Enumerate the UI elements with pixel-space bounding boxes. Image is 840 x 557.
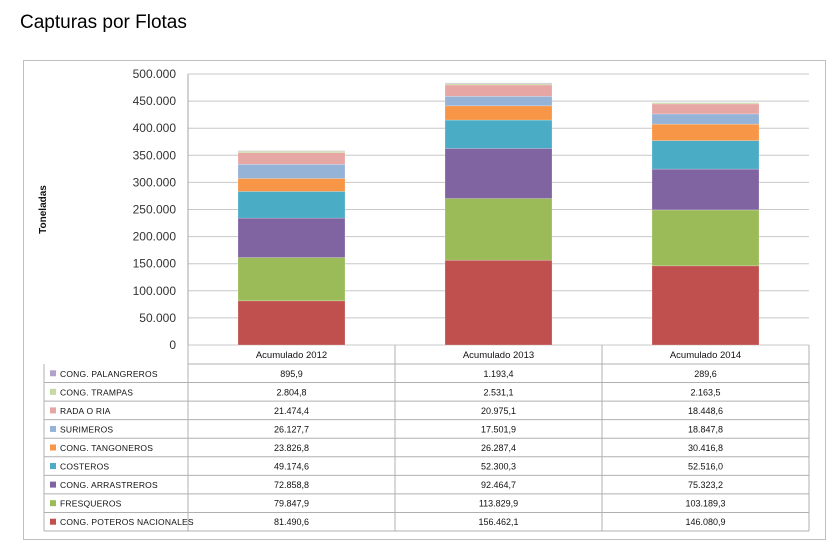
- y-tick-label: 350.000: [133, 148, 177, 162]
- y-tick-label: 250.000: [133, 203, 177, 217]
- bar-segment: [237, 164, 346, 179]
- data-value: 21.474,4: [274, 406, 309, 416]
- y-tick-label: 100.000: [133, 284, 177, 298]
- data-value: 103.189,3: [685, 499, 725, 509]
- category-label: Acumulado 2013: [463, 350, 534, 361]
- y-tick-label: 50.000: [139, 311, 176, 325]
- series-name: COSTEROS: [60, 462, 109, 472]
- series-name: FRESQUEROS: [60, 499, 122, 509]
- series-name: RADA O RIA: [60, 406, 111, 416]
- legend-swatch: [50, 518, 56, 525]
- bar-segment: [651, 265, 760, 346]
- bar-segment: [444, 198, 553, 261]
- legend-swatch: [50, 444, 56, 451]
- bar-segment: [237, 191, 346, 219]
- data-value: 2.804,8: [276, 387, 306, 397]
- data-value: 81.490,6: [274, 517, 309, 527]
- legend-swatch: [50, 388, 56, 395]
- data-value: 92.464,7: [481, 480, 516, 490]
- data-value: 18.847,8: [688, 424, 723, 434]
- data-value: 75.323,2: [688, 480, 723, 490]
- bar-segment: [444, 84, 553, 97]
- y-tick-label: 400.000: [133, 121, 177, 135]
- series-name: CONG. TRAMPAS: [60, 387, 133, 397]
- y-tick-label: 450.000: [133, 94, 177, 108]
- legend-swatch: [50, 370, 56, 377]
- legend-swatch: [50, 407, 56, 414]
- data-value: 156.462,1: [478, 517, 518, 527]
- bar-segment: [444, 105, 553, 121]
- y-tick-label: 0: [169, 338, 176, 352]
- bar-segment: [444, 259, 553, 346]
- bar-segment: [237, 257, 346, 302]
- series-name: CONG. TANGONEROS: [60, 443, 153, 453]
- data-value: 26.287,4: [481, 443, 516, 453]
- series-name: CONG. PALANGREROS: [60, 369, 158, 379]
- data-value: 26.127,7: [274, 424, 309, 434]
- data-value: 113.829,9: [479, 499, 518, 509]
- bar-segment: [237, 217, 346, 258]
- bar-segment: [651, 168, 760, 211]
- series-name: CONG. POTEROS NACIONALES: [60, 517, 194, 527]
- legend-swatch: [50, 481, 56, 488]
- data-value: 23.826,8: [274, 443, 309, 453]
- y-tick-label: 300.000: [133, 175, 177, 189]
- y-tick-label: 150.000: [133, 257, 177, 271]
- data-value: 72.858,8: [274, 480, 309, 490]
- bar-segment: [444, 119, 553, 149]
- series-name: SURIMEROS: [60, 424, 113, 434]
- y-tick-label: 500.000: [133, 67, 177, 81]
- bar-segment: [651, 140, 760, 170]
- data-value: 146.080,9: [685, 517, 725, 527]
- bar-segment: [237, 152, 346, 165]
- legend-swatch: [50, 425, 56, 432]
- bar-segment: [444, 96, 553, 107]
- stacked-bar-chart: 0 50.000 100.000 150.000 200.000 250.000 300.0…: [38, 67, 810, 532]
- data-value: 20.975,1: [481, 406, 516, 416]
- data-value: 30.416,8: [688, 443, 723, 453]
- y-tick-label: 200.000: [133, 230, 177, 244]
- bar-segment: [651, 123, 760, 141]
- y-axis-label: Toneladas: [38, 185, 49, 234]
- data-value: 1.193,4: [483, 369, 513, 379]
- data-value: 52.300,3: [481, 462, 516, 472]
- bar-segment: [651, 103, 760, 115]
- data-value: 895,9: [280, 369, 303, 379]
- data-value: 79.847,9: [274, 499, 309, 509]
- bar-segment: [444, 148, 553, 199]
- bar-segment: [237, 178, 346, 192]
- data-value: 2.531,1: [483, 387, 513, 397]
- data-value: 17.501,9: [481, 424, 516, 434]
- data-value: 2.163,5: [690, 387, 720, 397]
- bar-segment: [444, 82, 553, 84]
- bar-segment: [444, 83, 553, 86]
- page-title: Capturas por Flotas: [20, 12, 187, 33]
- bar-segment: [237, 300, 346, 346]
- data-value: 18.448,6: [688, 406, 723, 416]
- category-label: Acumulado 2014: [670, 350, 741, 361]
- series-name: CONG. ARRASTREROS: [60, 480, 158, 490]
- bar-segment: [651, 113, 760, 125]
- legend-swatch: [50, 500, 56, 507]
- bar-segment: [651, 209, 760, 267]
- category-label: Acumulado 2012: [256, 350, 327, 361]
- data-value: 289,6: [694, 369, 717, 379]
- chart-frame: 0 50.000 100.000 150.000 200.000 250.000 300.0…: [23, 60, 826, 540]
- data-value: 49.174,6: [274, 462, 309, 472]
- legend-swatch: [50, 463, 56, 470]
- data-value: 52.516,0: [688, 462, 723, 472]
